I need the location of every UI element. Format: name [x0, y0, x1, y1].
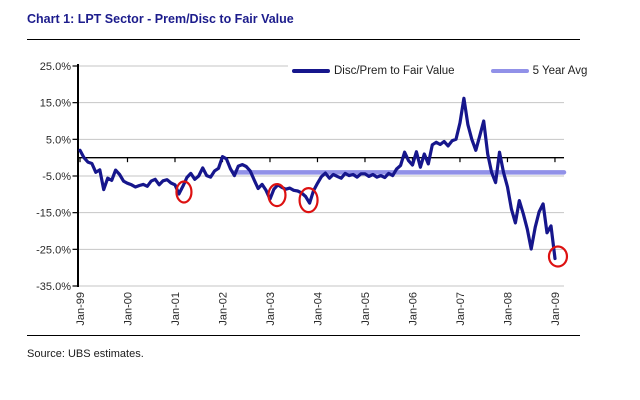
x-tick-label: Jan-05 — [360, 292, 372, 326]
y-tick-label: 5.0% — [46, 134, 71, 146]
title-rule — [27, 39, 580, 40]
annotation-circle — [175, 180, 193, 204]
x-tick-label: Jan-01 — [170, 292, 182, 326]
y-tick-label: -5.0% — [42, 171, 71, 183]
x-tick-label: Jan-09 — [550, 292, 562, 326]
x-tick-label: Jan-06 — [407, 292, 419, 326]
legend-swatch-disc-prem — [292, 68, 330, 74]
y-tick-label: 25.0% — [40, 61, 71, 73]
annotation-circle — [267, 183, 287, 208]
legend-item-5yr-avg: 5 Year Avg — [490, 65, 588, 77]
x-tick-label: Jan-07 — [455, 292, 467, 326]
x-tick-label: Jan-00 — [122, 292, 134, 326]
legend-item-disc-prem: Disc/Prem to Fair Value — [292, 65, 455, 77]
y-tick-label: -35.0% — [36, 281, 71, 293]
series-line-disc-prem — [78, 96, 557, 261]
legend-label-disc-prem: Disc/Prem to Fair Value — [334, 65, 455, 77]
annotation-circle — [298, 187, 319, 214]
x-tick-label: Jan-04 — [312, 292, 324, 326]
legend-label-5yr-avg: 5 Year Avg — [532, 65, 588, 77]
y-tick-label: -25.0% — [36, 244, 71, 256]
chart-legend: Disc/Prem to Fair Value 5 Year Avg — [288, 63, 592, 79]
x-tick-label: Jan-03 — [265, 292, 277, 326]
y-tick-label: -15.0% — [36, 208, 71, 220]
source-rule — [27, 335, 580, 336]
x-tick-label: Jan-08 — [502, 292, 514, 326]
annotation-circle — [547, 245, 569, 268]
chart-title: Chart 1: LPT Sector - Prem/Disc to Fair … — [27, 12, 294, 26]
x-tick-label: Jan-02 — [217, 292, 229, 326]
legend-swatch-5yr-avg — [490, 68, 529, 74]
source-text: Source: UBS estimates. — [27, 348, 144, 360]
y-tick-label: 15.0% — [40, 98, 71, 110]
x-tick-label: Jan-99 — [75, 292, 87, 326]
